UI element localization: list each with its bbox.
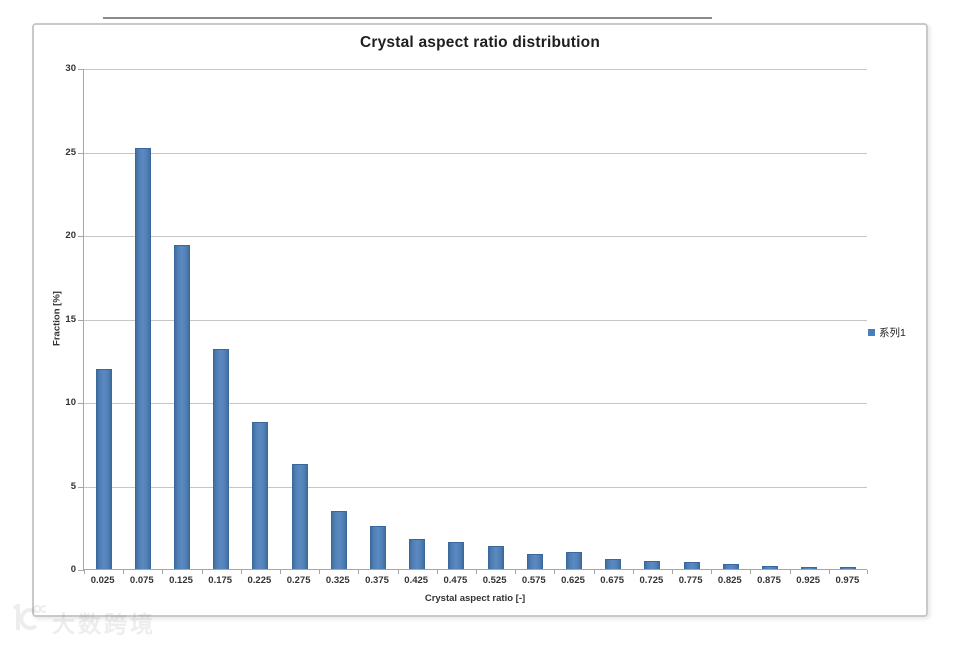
x-axis-tick [436,570,438,574]
gridline [84,319,867,321]
bar [840,567,857,569]
bar [330,510,347,569]
gridline [84,69,867,70]
x-axis-tick [123,570,125,574]
y-axis-tick [78,319,84,321]
legend-series-label: 系列1 [879,327,906,339]
legend-marker-icon [868,329,875,336]
x-axis-tick [672,570,673,574]
x-tick-label: 0.375 [365,575,389,586]
x-axis-tick [201,570,203,574]
x-tick-label: 0.825 [717,575,742,586]
x-tick-label: 0.625 [561,575,585,586]
x-axis-title: Crystal aspect ratio [-] [424,593,526,604]
x-tick-label: 0.175 [208,575,233,586]
x-tick-label: 0.675 [600,575,625,586]
x-tick-label: 0.325 [325,575,350,586]
x-tick-label: 0.525 [482,575,507,586]
x-tick-label: 0.925 [796,575,821,586]
bar [762,565,778,569]
x-axis-tick [240,570,242,574]
x-tick-label: 0.775 [678,575,703,586]
y-tick-label: 20 [65,230,76,241]
bar [683,562,700,569]
x-axis-tick [867,570,868,574]
bar [722,564,739,569]
y-tick-label: 0 [70,564,76,575]
x-axis-tick [593,570,595,574]
y-axis-tick [78,236,84,237]
x-tick-label: 0.975 [835,575,860,586]
x-tick-label: 0.275 [286,575,311,586]
x-axis-tick [515,570,517,574]
bar [644,560,661,569]
x-tick-label: 0.425 [404,575,429,586]
bar [134,148,151,569]
bar [448,542,465,569]
y-axis-tick [78,403,84,404]
y-tick-label: 30 [65,63,76,74]
gridline [84,152,867,154]
bar [526,553,543,569]
x-axis-tick [632,570,634,574]
bar [291,463,308,569]
bar [370,525,386,569]
x-axis-tick [397,570,399,574]
bar [95,368,112,569]
y-tick-label: 25 [65,146,76,158]
bar [213,348,230,569]
x-tick-label: 0.125 [169,575,193,586]
x-axis-tick [554,570,556,574]
bar [566,552,582,569]
plot-area [78,69,868,574]
y-tick-label: 5 [70,480,76,492]
x-tick-label: 0.025 [90,575,115,586]
x-tick-label: 0.725 [639,575,664,586]
y-axis-tick [78,152,84,154]
bar [174,245,190,569]
legend: 系列1 [868,325,906,340]
x-tick-label: 0.575 [521,575,546,586]
y-tick-label: 10 [65,397,76,408]
gridline [84,236,867,237]
bar [605,558,622,569]
x-axis-tick [828,570,830,574]
top-divider-line [103,17,712,19]
x-axis-tick [84,570,85,574]
x-tick-label: 0.875 [757,575,781,586]
x-axis-tick [358,570,360,574]
x-axis-tick [476,570,477,574]
y-axis-tick [78,570,84,571]
bar [409,538,426,569]
x-tick-label: 0.225 [247,575,272,586]
y-axis-tick [78,69,84,70]
x-axis-tick [711,570,713,574]
x-axis-tick [280,570,281,574]
y-axis-tick [78,486,84,488]
x-axis-tick [319,570,321,574]
chart-frame: Crystal aspect ratio distribution Fracti… [32,23,928,617]
x-axis-tick [750,570,752,574]
bar [801,567,818,569]
bar [487,545,504,569]
y-tick-label: 15 [65,313,76,325]
x-axis-tick [162,570,164,574]
x-tick-label: 0.475 [443,575,468,586]
gridline [84,486,867,488]
bar [252,422,269,569]
x-tick-label: 0.075 [129,575,154,586]
gridline [84,403,867,404]
chart-title: Crystal aspect ratio distribution [359,34,600,51]
x-axis-tick [789,570,791,574]
